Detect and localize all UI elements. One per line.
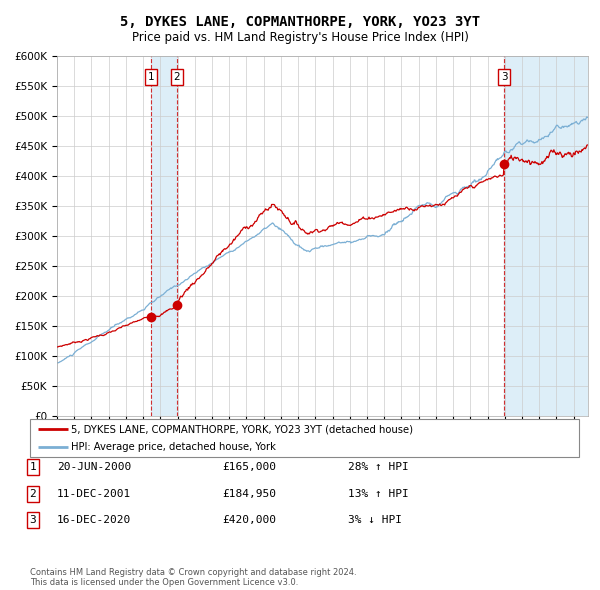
Bar [504,56,588,416]
Text: £165,000: £165,000 [222,463,276,472]
Text: 16-DEC-2020: 16-DEC-2020 [57,516,131,525]
Text: 5, DYKES LANE, COPMANTHORPE, YORK, YO23 3YT: 5, DYKES LANE, COPMANTHORPE, YORK, YO23 … [120,15,480,29]
Text: HPI: Average price, detached house, York: HPI: Average price, detached house, York [71,442,276,452]
Text: £184,950: £184,950 [222,489,276,499]
Text: 28% ↑ HPI: 28% ↑ HPI [348,463,409,472]
Text: 13% ↑ HPI: 13% ↑ HPI [348,489,409,499]
Text: 3% ↓ HPI: 3% ↓ HPI [348,516,402,525]
Text: 1: 1 [29,463,37,472]
Text: 3: 3 [29,516,37,525]
FancyBboxPatch shape [30,419,579,457]
Text: Contains HM Land Registry data © Crown copyright and database right 2024.
This d: Contains HM Land Registry data © Crown c… [30,568,356,587]
Text: 2: 2 [173,72,180,82]
Text: 2: 2 [29,489,37,499]
Text: 5, DYKES LANE, COPMANTHORPE, YORK, YO23 3YT (detached house): 5, DYKES LANE, COPMANTHORPE, YORK, YO23 … [71,424,413,434]
Text: 11-DEC-2001: 11-DEC-2001 [57,489,131,499]
Text: 1: 1 [148,72,155,82]
Bar [151,56,177,416]
Text: £420,000: £420,000 [222,516,276,525]
Text: 3: 3 [501,72,508,82]
Text: Price paid vs. HM Land Registry's House Price Index (HPI): Price paid vs. HM Land Registry's House … [131,31,469,44]
Text: 20-JUN-2000: 20-JUN-2000 [57,463,131,472]
